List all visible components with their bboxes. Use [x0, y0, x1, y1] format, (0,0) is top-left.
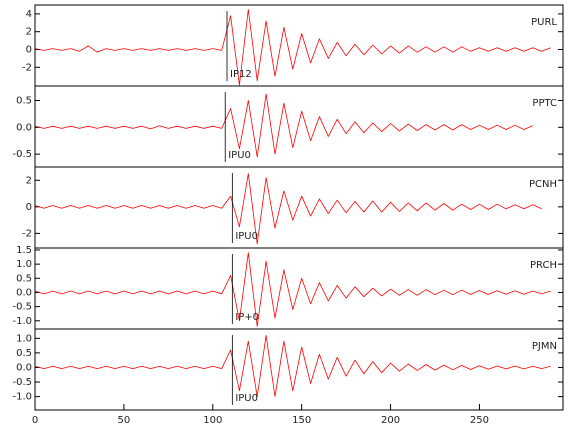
- pick-label: IPU0: [228, 150, 251, 161]
- y-tick-label: 2: [26, 27, 32, 38]
- y-tick-label: -0.5: [12, 302, 32, 313]
- station-label: PCNH: [529, 179, 557, 190]
- x-tick-label: 150: [292, 415, 311, 426]
- y-tick-label: 0.5: [16, 273, 32, 284]
- station-label: PURL: [531, 17, 557, 28]
- y-tick-label: 0: [26, 202, 32, 213]
- y-tick-label: -1.0: [12, 392, 32, 403]
- y-tick-label: -0.5: [12, 149, 32, 160]
- x-tick-label: 50: [118, 415, 131, 426]
- pick-label: IP12: [230, 69, 252, 80]
- station-label: PPTC: [532, 98, 557, 109]
- waveform: [34, 335, 551, 397]
- waveform: [34, 9, 551, 86]
- station-label: PRCH: [530, 260, 557, 271]
- waveform: [34, 173, 542, 245]
- x-tick-label: 250: [470, 415, 489, 426]
- y-tick-label: 0: [26, 45, 32, 56]
- y-tick-label: -1.0: [12, 316, 32, 327]
- y-tick-label: 2: [26, 175, 32, 186]
- waveform: [34, 93, 533, 158]
- y-tick-label: 1.5: [16, 245, 32, 256]
- panel-frame: [34, 166, 564, 249]
- y-tick-label: 0.5: [16, 95, 32, 106]
- y-tick-label: 0.0: [16, 122, 32, 133]
- y-tick-label: 0.5: [16, 348, 32, 359]
- panel-frame: [34, 85, 564, 168]
- pick-label: IPU0: [235, 231, 258, 242]
- pick-label: IP+0: [235, 312, 259, 323]
- pick-label: IPU0: [235, 393, 258, 404]
- y-tick-label: 1.0: [16, 259, 32, 270]
- y-tick-label: 4: [26, 9, 32, 20]
- waveform: [34, 252, 551, 327]
- x-tick-label: 200: [381, 415, 400, 426]
- y-tick-label: -2: [22, 62, 32, 73]
- y-tick-label: 0.0: [16, 287, 32, 298]
- panel-frame: [34, 328, 564, 411]
- y-tick-label: 0.0: [16, 362, 32, 373]
- y-tick-label: -2: [22, 228, 32, 239]
- x-tick-label: 0: [32, 415, 38, 426]
- y-tick-label: -0.5: [12, 377, 32, 388]
- station-label: PJMN: [532, 341, 557, 352]
- x-tick-label: 100: [203, 415, 222, 426]
- y-tick-label: 1.0: [16, 333, 32, 344]
